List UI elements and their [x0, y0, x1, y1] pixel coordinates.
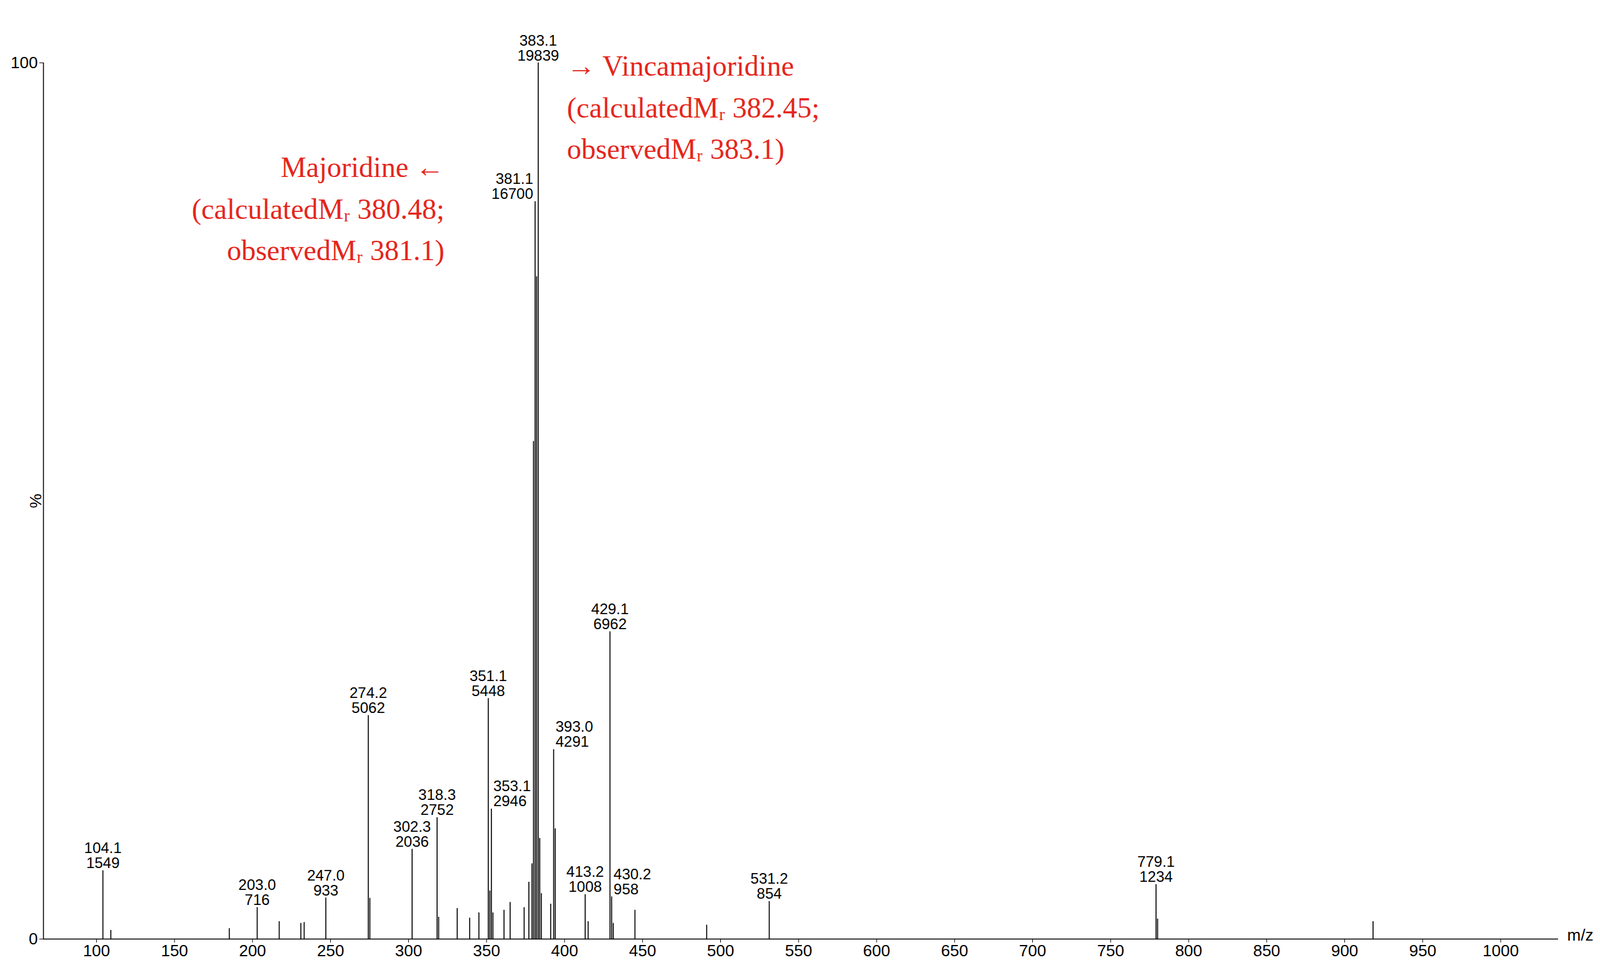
- svg-text:350: 350: [472, 940, 500, 960]
- svg-text:203.0716: 203.0716: [238, 875, 276, 908]
- html-text:TOF MS ES+: TOF MS ES+: [1501, 21, 1599, 41]
- svg-text:→ Vincamajoridine(calculatedMᵣ: → Vincamajoridine(calculatedMᵣ 382.45;ob…: [567, 50, 820, 166]
- svg-text:100: 100: [10, 53, 38, 72]
- svg-text:318.32752: 318.32752: [418, 785, 456, 818]
- svg-text:429.16962: 429.16962: [591, 600, 629, 633]
- svg-text:353.12946: 353.12946: [493, 777, 531, 810]
- svg-text:950: 950: [1409, 940, 1437, 960]
- svg-text:104.11549: 104.11549: [84, 839, 122, 871]
- html-text:SUKHDEV HPUBIOT 1 14 (0.260) C: SUKHDEV HPUBIOT 1 14 (0.260) Cm (1:28): [2, 21, 327, 41]
- svg-text:383.119839: 383.119839: [517, 31, 559, 64]
- svg-text:302.32036: 302.32036: [393, 817, 431, 850]
- svg-text:413.21008: 413.21008: [566, 862, 604, 895]
- svg-text:393.04291: 393.04291: [555, 717, 593, 750]
- svg-text:0: 0: [28, 929, 38, 948]
- svg-text:200: 200: [238, 940, 266, 960]
- svg-text:%: %: [26, 493, 46, 508]
- svg-text:700: 700: [1019, 940, 1047, 960]
- svg-text:1000: 1000: [1482, 940, 1519, 960]
- svg-text:247.0933: 247.0933: [306, 866, 345, 899]
- svg-text:850: 850: [1252, 940, 1280, 960]
- svg-text:800: 800: [1174, 940, 1202, 960]
- svg-text:274.25062: 274.25062: [349, 684, 388, 716]
- svg-text:400: 400: [550, 940, 578, 960]
- svg-text:m/z: m/z: [1567, 925, 1594, 945]
- svg-text:900: 900: [1331, 940, 1359, 960]
- svg-text:500: 500: [707, 940, 735, 960]
- svg-text:351.15448: 351.15448: [469, 667, 508, 700]
- svg-text:Majoridine ←(calculatedMᵣ 380.: Majoridine ←(calculatedMᵣ 380.48;observe…: [191, 151, 445, 267]
- svg-text:531.2854: 531.2854: [750, 869, 788, 902]
- svg-text:250: 250: [316, 940, 344, 960]
- html-text:1.98e4: 1.98e4: [1549, 42, 1599, 62]
- svg-text:450: 450: [628, 940, 656, 960]
- svg-text:650: 650: [940, 940, 968, 960]
- svg-text:300: 300: [395, 940, 423, 960]
- svg-text:430.2958: 430.2958: [613, 865, 651, 898]
- svg-text:150: 150: [160, 940, 188, 960]
- svg-text:381.116700: 381.116700: [491, 170, 534, 202]
- svg-text:779.11234: 779.11234: [1137, 852, 1175, 885]
- svg-text:600: 600: [862, 940, 890, 960]
- svg-text:550: 550: [785, 940, 813, 960]
- svg-text:100: 100: [83, 940, 111, 960]
- svg-text:750: 750: [1097, 940, 1125, 960]
